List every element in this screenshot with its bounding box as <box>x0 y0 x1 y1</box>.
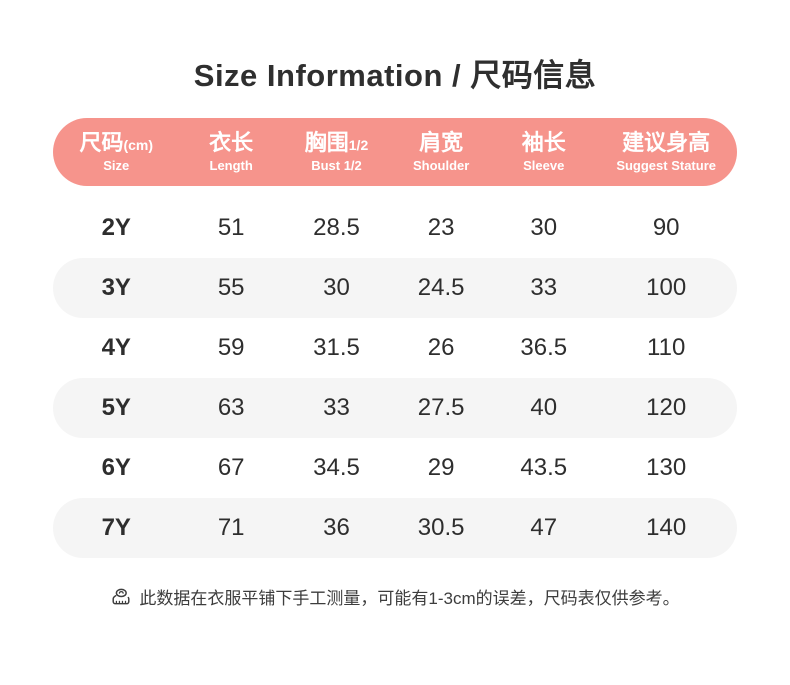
cell-shoulder: 30.5 <box>417 514 465 541</box>
row-size-label: 6Y <box>101 454 131 481</box>
cell-bust: 36 <box>323 514 350 541</box>
cell-length: 63 <box>217 394 245 421</box>
table-row-7y: 7Y 71 36 30.5 47 140 <box>53 498 737 558</box>
table-row-2y: 2Y 51 28.5 23 30 90 <box>53 198 737 258</box>
row-size-label: 5Y <box>101 394 131 421</box>
cell-bust: 28.5 <box>313 214 360 241</box>
header-length-en: Length <box>209 158 253 173</box>
cell-stature: 120 <box>646 394 687 421</box>
cell-stature: 130 <box>646 454 687 481</box>
cell-sleeve: 30 <box>530 214 558 241</box>
header-cell-sleeve: 袖长 Sleeve <box>492 130 595 174</box>
table-header: 尺码(cm) Size 衣长 Length 胸围1/2 Bust 1/2 肩宽 … <box>53 118 737 186</box>
header-shoulder-en: Shoulder <box>412 158 470 173</box>
header-cell-length: 衣长 Length <box>180 130 283 174</box>
header-cell-bust: 胸围1/2 Bust 1/2 <box>283 130 390 174</box>
cell-length: 55 <box>217 274 245 301</box>
cell-sleeve: 47 <box>530 514 558 541</box>
cell-sleeve: 33 <box>530 274 558 301</box>
cell-sleeve: 36.5 <box>520 334 568 361</box>
cell-bust: 30 <box>323 274 350 301</box>
table-row-5y: 5Y 63 33 27.5 40 120 <box>53 378 737 438</box>
row-size-label: 3Y <box>101 274 131 301</box>
row-size-label: 7Y <box>101 514 131 541</box>
cell-stature: 140 <box>646 514 687 541</box>
cell-shoulder: 23 <box>427 214 455 241</box>
header-size-unit: (cm) <box>123 137 154 153</box>
cell-length: 71 <box>217 514 245 541</box>
cell-shoulder: 27.5 <box>417 394 465 421</box>
header-stature-zh: 建议身高 <box>622 130 711 155</box>
header-bust-zh: 胸围1/2 <box>304 130 369 155</box>
cell-bust: 33 <box>323 394 350 421</box>
cell-stature: 90 <box>652 214 680 241</box>
table-row-3y: 3Y 55 30 24.5 33 100 <box>53 258 737 318</box>
cell-length: 59 <box>217 334 245 361</box>
table-row-6y: 6Y 67 34.5 29 43.5 130 <box>53 438 737 498</box>
tape-measure-icon <box>110 586 132 608</box>
header-size-zh: 尺码(cm) <box>79 130 154 155</box>
header-bust-en: Bust 1/2 <box>311 158 362 173</box>
cell-sleeve: 43.5 <box>520 454 568 481</box>
header-shoulder-zh: 肩宽 <box>419 130 464 155</box>
header-size-en: Size <box>103 158 130 173</box>
header-bust-fraction: 1/2 <box>348 137 369 153</box>
header-sleeve-en: Sleeve <box>523 158 565 173</box>
cell-length: 51 <box>217 214 245 241</box>
size-table: 尺码(cm) Size 衣长 Length 胸围1/2 Bust 1/2 肩宽 … <box>53 118 737 558</box>
cell-shoulder: 24.5 <box>417 274 465 301</box>
cell-stature: 110 <box>647 334 686 361</box>
cell-length: 67 <box>217 454 245 481</box>
cell-shoulder: 26 <box>427 334 455 361</box>
cell-stature: 100 <box>646 274 687 301</box>
table-row-4y: 4Y 59 31.5 26 36.5 110 <box>53 318 737 378</box>
header-cell-shoulder: 肩宽 Shoulder <box>390 130 492 174</box>
header-stature-en: Suggest Stature <box>616 158 716 173</box>
cell-bust: 31.5 <box>313 334 360 361</box>
row-size-label: 4Y <box>101 334 131 361</box>
page-title: Size Information / 尺码信息 <box>193 58 597 93</box>
cell-sleeve: 40 <box>530 394 558 421</box>
note-text: 此数据在衣服平铺下手工测量，可能有1-3cm的误差，尺码表仅供参考。 <box>139 589 680 608</box>
cell-shoulder: 29 <box>427 454 455 481</box>
header-length-zh: 衣长 <box>209 130 254 155</box>
row-size-label: 2Y <box>101 214 131 241</box>
measurement-note: 此数据在衣服平铺下手工测量，可能有1-3cm的误差，尺码表仅供参考。 <box>0 584 790 609</box>
header-cell-stature: 建议身高 Suggest Stature <box>595 130 737 174</box>
header-cell-size: 尺码(cm) Size <box>53 130 180 174</box>
header-sleeve-zh: 袖长 <box>521 130 566 155</box>
cell-bust: 34.5 <box>313 454 360 481</box>
